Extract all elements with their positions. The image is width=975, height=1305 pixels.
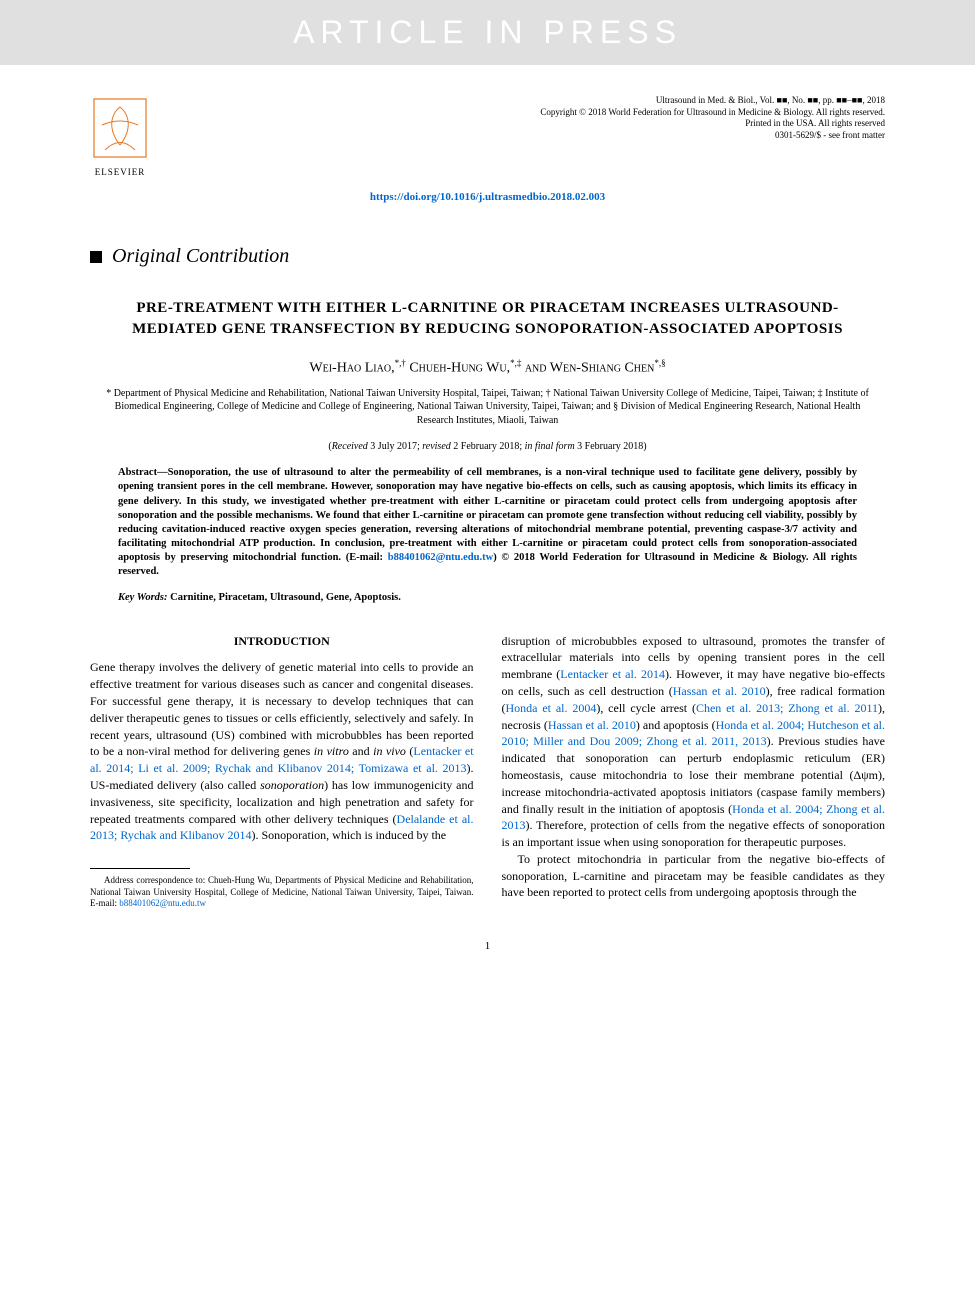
p2f: ) and apoptosis ( [636, 718, 716, 732]
footnote-email-link[interactable]: b88401062@ntu.edu.tw [119, 898, 206, 908]
intro-para-1: Gene therapy involves the delivery of ge… [90, 659, 474, 844]
article-dates: (Received 3 July 2017; revised 2 Februar… [90, 441, 885, 452]
author-2-affil: *,‡ [510, 358, 521, 368]
ref-link-3[interactable]: Lentacker et al. 2014 [560, 667, 665, 681]
header-row: ELSEVIER Ultrasound in Med. & Biol., Vol… [90, 95, 885, 177]
received-label: Received [332, 441, 368, 452]
bullet-icon [90, 251, 102, 263]
right-column: disruption of microbubbles exposed to ul… [502, 633, 886, 911]
revised-label: revised [422, 441, 451, 452]
article-title: PRE-TREATMENT WITH EITHER L-CARNITINE OR… [110, 298, 865, 340]
ref-link-7[interactable]: Hassan et al. 2010 [548, 718, 636, 732]
keywords-list: Carnitine, Piracetam, Ultrasound, Gene, … [168, 592, 401, 603]
ref-link-6[interactable]: Chen et al. 2013; Zhong et al. 2011 [696, 701, 878, 715]
journal-line-2: Copyright © 2018 World Federation for Ul… [540, 107, 885, 119]
final-date: 3 February 2018 [575, 441, 644, 452]
p1-invitro: in vitro [314, 744, 349, 758]
intro-para-3: To protect mitochondria in particular fr… [502, 851, 886, 901]
page-content: ELSEVIER Ultrasound in Med. & Biol., Vol… [0, 65, 975, 992]
elsevier-label: ELSEVIER [90, 167, 150, 177]
body-columns: INTRODUCTION Gene therapy involves the d… [90, 633, 885, 911]
intro-para-2: disruption of microbubbles exposed to ul… [502, 633, 886, 851]
p1-invivo: in vivo [373, 744, 406, 758]
received-date: 3 July 2017; [368, 441, 422, 452]
section-type-label: Original Contribution [112, 245, 289, 268]
ref-link-5[interactable]: Honda et al. 2004 [506, 701, 597, 715]
keywords: Key Words: Carnitine, Piracetam, Ultraso… [118, 592, 857, 603]
keywords-label: Key Words: [118, 592, 168, 603]
page-number: 1 [90, 940, 885, 952]
elsevier-block: ELSEVIER [90, 95, 150, 177]
article-in-press-banner: ARTICLE IN PRESS [0, 0, 975, 65]
final-label: in final form [525, 441, 575, 452]
journal-line-3: Printed in the USA. All rights reserved [540, 118, 885, 130]
doi-row: https://doi.org/10.1016/j.ultrasmedbio.2… [90, 187, 885, 205]
author-1: Wei-Hao Liao, [309, 361, 394, 376]
author-3: and Wen-Shiang Chen [525, 361, 655, 376]
journal-line-4: 0301-5629/$ - see front matter [540, 130, 885, 142]
doi-link[interactable]: https://doi.org/10.1016/j.ultrasmedbio.2… [370, 191, 605, 203]
author-3-affil: *,§ [654, 358, 665, 368]
p2d: ), cell cycle arrest ( [596, 701, 696, 715]
journal-line-1: Ultrasound in Med. & Biol., Vol. ■■, No.… [540, 95, 885, 107]
left-column: INTRODUCTION Gene therapy involves the d… [90, 633, 474, 911]
introduction-heading: INTRODUCTION [90, 633, 474, 650]
correspondence-footnote: Address correspondence to: Chueh-Hung Wu… [90, 875, 474, 910]
section-type: Original Contribution [90, 245, 885, 268]
footnote-separator [90, 868, 190, 869]
authors: Wei-Hao Liao,*,† Chueh-Hung Wu,*,‡ and W… [90, 358, 885, 377]
abstract-email-link[interactable]: b88401062@ntu.edu.tw [388, 552, 493, 563]
affiliations: * Department of Physical Medicine and Re… [100, 387, 875, 428]
abstract: Abstract—Sonoporation, the use of ultras… [118, 466, 857, 579]
p1f: ). Sonoporation, which is induced by the [252, 828, 447, 842]
author-1-affil: *,† [395, 358, 406, 368]
ref-link-4[interactable]: Hassan et al. 2010 [673, 684, 766, 698]
author-2: Chueh-Hung Wu, [409, 361, 510, 376]
p1-sonoporation: sonoporation [260, 778, 324, 792]
elsevier-logo-icon [90, 95, 150, 165]
revised-date: 2 February 2018; [451, 441, 525, 452]
abstract-text: Abstract—Sonoporation, the use of ultras… [118, 467, 857, 563]
p1b: and [349, 744, 373, 758]
p2h: ). Therefore, protection of cells from t… [502, 818, 886, 849]
journal-info: Ultrasound in Med. & Biol., Vol. ■■, No.… [540, 95, 885, 142]
